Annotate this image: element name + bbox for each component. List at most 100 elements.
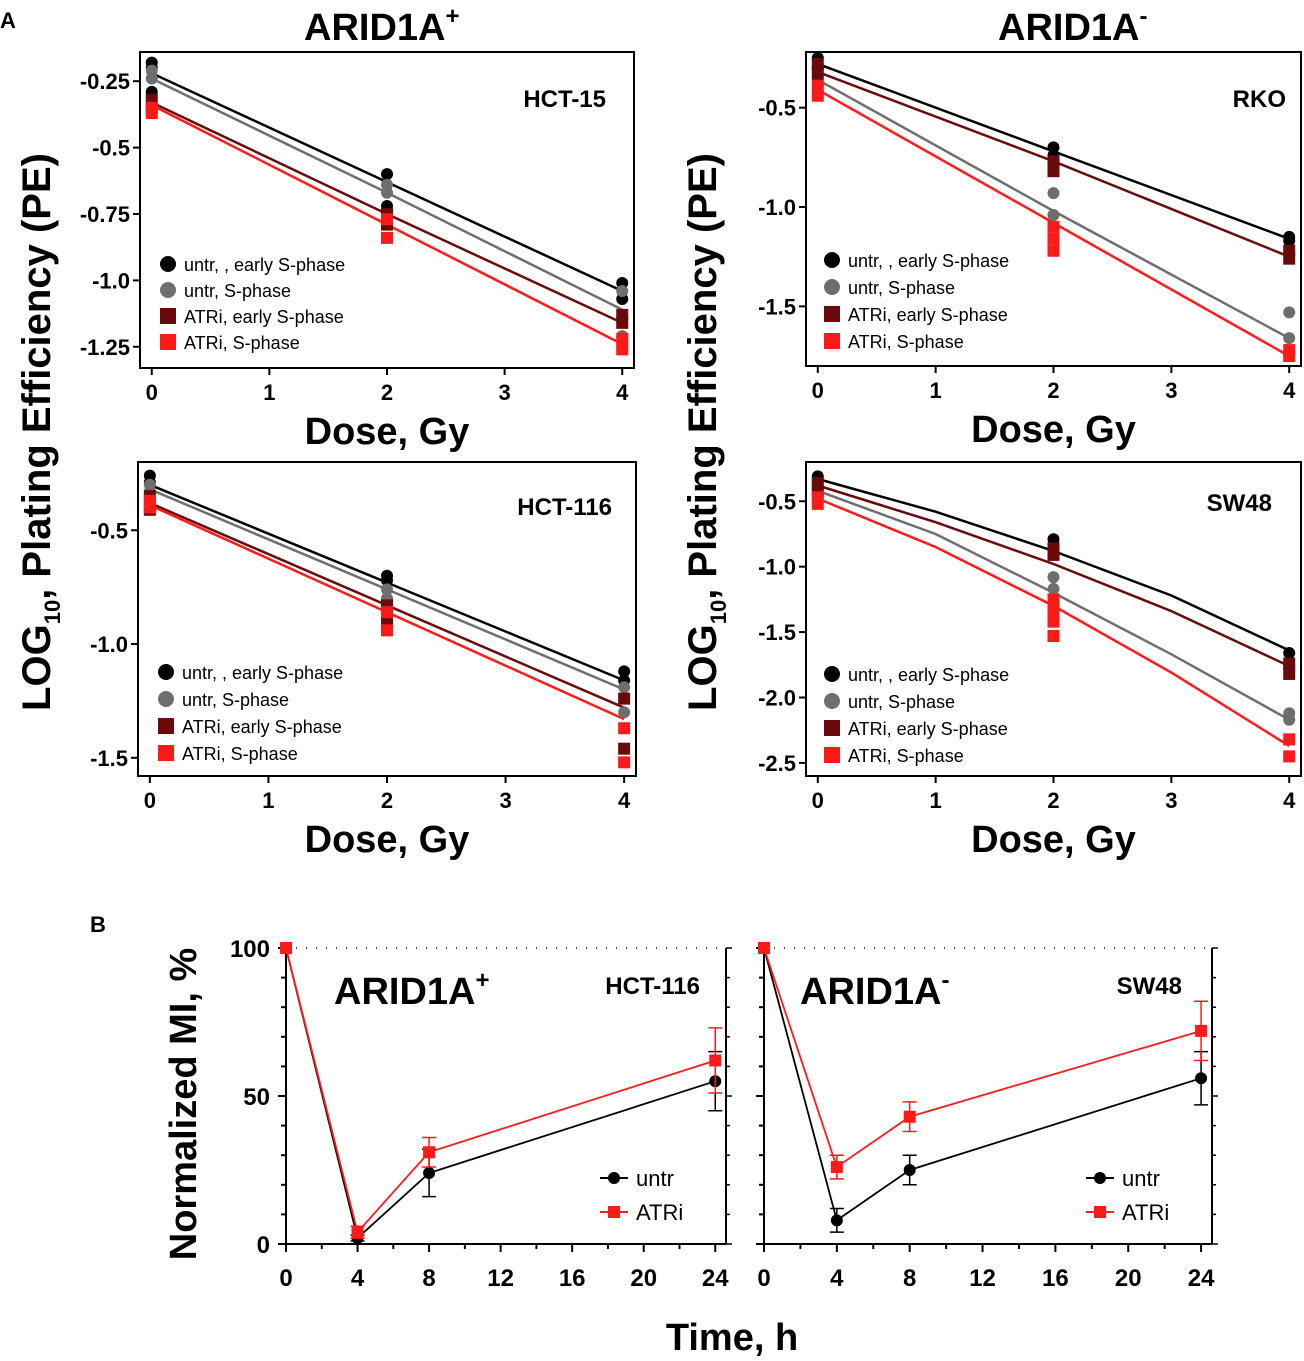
- fit-line-atri-early-s-phase: [817, 484, 1290, 668]
- x-tick-label: 4: [616, 380, 629, 405]
- y-tick-label: -1.0: [92, 268, 130, 293]
- legend-label: untr, S-phase: [848, 278, 955, 298]
- series-line-untr: [763, 947, 1202, 1222]
- legend-label: ATRi, early S-phase: [184, 307, 344, 327]
- data-point-atri: [758, 942, 770, 954]
- ylabel-left-sub: 10: [40, 600, 65, 624]
- data-point-atri-s-phase: [811, 497, 824, 510]
- x-tick-label: 4: [1283, 378, 1296, 403]
- x-tick-label: 4: [1283, 788, 1296, 813]
- data-point-untr-s-phase: [1047, 187, 1060, 200]
- y-tick-label: -0.5: [90, 518, 128, 543]
- series-line-atri: [763, 947, 1202, 1169]
- x-tick-label: 4: [351, 1265, 365, 1292]
- data-point-atri-s-phase: [1047, 232, 1060, 245]
- data-point-atri-s-phase: [616, 332, 629, 345]
- x-tick-label: 16: [559, 1265, 586, 1292]
- data-point-atri-s-phase: [381, 624, 393, 637]
- data-point-atri-early-s-phase: [1283, 252, 1296, 265]
- x-tick-label: 3: [499, 788, 511, 813]
- data-point-untr: [903, 1164, 916, 1176]
- data-point-atri-s-phase: [1047, 630, 1060, 643]
- header-arid1a-positive: ARID1A+: [304, 3, 459, 49]
- legend-label: ATRi, early S-phase: [848, 305, 1008, 325]
- data-point-atri-early-s-phase: [1047, 548, 1060, 561]
- data-point-untr-s-phase: [1283, 332, 1296, 345]
- legend-marker: [160, 334, 176, 350]
- ylabel-left-pre: LOG: [15, 624, 59, 711]
- legend-label: untr, S-phase: [184, 281, 291, 301]
- x-tick-label: 0: [812, 378, 824, 403]
- x-tick-label: 3: [1165, 788, 1177, 813]
- legend-label: ATRi, early S-phase: [848, 719, 1008, 739]
- data-point-atri-early-s-phase: [1047, 155, 1060, 168]
- x-tick-label: 1: [262, 788, 274, 813]
- legend-marker: [158, 664, 174, 680]
- data-point-atri-s-phase: [381, 213, 393, 226]
- data-point-atri-early-s-phase: [616, 316, 629, 329]
- x-tick-label: 8: [903, 1265, 916, 1292]
- legend-label: untr, , early S-phase: [848, 665, 1009, 685]
- x-tick-label: 1: [263, 380, 275, 405]
- data-point-untr-s-phase: [1047, 571, 1060, 584]
- header-left-main: ARID1A: [304, 7, 445, 49]
- x-tick-label: 20: [1115, 1265, 1142, 1292]
- data-point-untr-early-s-phase: [1283, 234, 1296, 247]
- legend-label: ATRi, S-phase: [182, 744, 298, 764]
- chart-mi-sw48: 0 4 8 12 16 20 24 ARID1A- SW48 untr ATRi: [756, 942, 1218, 1292]
- ylabel-left-post: , Plating Efficiency (PE): [15, 153, 59, 600]
- y-tick-label: -0.25: [80, 69, 130, 94]
- x-tick-label: 4: [618, 788, 631, 813]
- data-point-untr-early-s-phase: [381, 574, 393, 587]
- legend-marker: [824, 693, 840, 709]
- cell-line-label: SW48: [1117, 973, 1182, 1000]
- x-tick-label: 20: [630, 1265, 657, 1292]
- legend-marker: [608, 1172, 620, 1184]
- legend-label: untr, , early S-phase: [184, 255, 345, 275]
- chart-hct15: 0 1 2 3 4 -0.25 -0.5 -0.75 -1.0 -1.25 HCT-15 untr, …: [80, 51, 635, 453]
- data-point-untr-s-phase: [616, 284, 629, 297]
- y-tick-label: -1.0: [758, 195, 796, 220]
- legend-label: untr: [636, 1166, 674, 1191]
- x-tick-label: 2: [381, 788, 393, 813]
- x-axis-label: Dose, Gy: [305, 411, 470, 453]
- legend-marker: [824, 279, 840, 295]
- x-tick-label: 1: [930, 378, 942, 403]
- data-point-untr-s-phase: [1047, 582, 1060, 595]
- plot-genotype-label: ARID1A+: [334, 967, 489, 1013]
- y-tick-label: -1.0: [758, 555, 796, 580]
- data-point-atri-s-phase: [1283, 750, 1296, 763]
- ylabel-right-sub: 10: [706, 600, 731, 624]
- legend-marker: [1094, 1172, 1106, 1184]
- y-tick-label: -2.5: [758, 751, 796, 776]
- x-tick-label: 12: [487, 1265, 514, 1292]
- plot-genotype-label: ARID1A-: [800, 967, 949, 1013]
- chart-title: RKO: [1233, 86, 1286, 113]
- data-point-atri-s-phase: [1283, 350, 1296, 363]
- x-tick-label: 3: [1165, 378, 1177, 403]
- data-point-untr-s-phase: [145, 72, 158, 85]
- x-tick-label: 0: [279, 1265, 292, 1292]
- genotype-main: ARID1A: [334, 971, 475, 1013]
- data-point-atri-s-phase: [1283, 733, 1296, 746]
- legend-marker: [1094, 1206, 1106, 1218]
- data-point-atri-s-phase: [1047, 220, 1060, 233]
- data-point-untr: [423, 1166, 436, 1179]
- y-tick-label: -1.25: [80, 335, 130, 360]
- chart-title: SW48: [1207, 490, 1272, 517]
- legend-label: untr, S-phase: [848, 692, 955, 712]
- data-point-atri: [423, 1146, 436, 1159]
- data-point-atri-s-phase: [381, 606, 393, 619]
- y-tick-label: -0.75: [80, 202, 130, 227]
- data-point-atri-s-phase: [618, 722, 631, 735]
- legend-marker: [824, 333, 840, 349]
- x-tick-label: 2: [1047, 788, 1059, 813]
- x-axis-label: Dose, Gy: [971, 819, 1136, 861]
- ylabel-left: LOG10, Plating Efficiency (PE): [15, 153, 65, 711]
- series-line-atri: [285, 947, 716, 1235]
- x-axis-label: Dose, Gy: [305, 819, 470, 861]
- data-point-atri-s-phase: [1047, 603, 1060, 616]
- x-tick-label: 24: [1188, 1265, 1215, 1292]
- data-point-untr-s-phase: [1283, 713, 1296, 726]
- legend-label: ATRi, early S-phase: [182, 717, 342, 737]
